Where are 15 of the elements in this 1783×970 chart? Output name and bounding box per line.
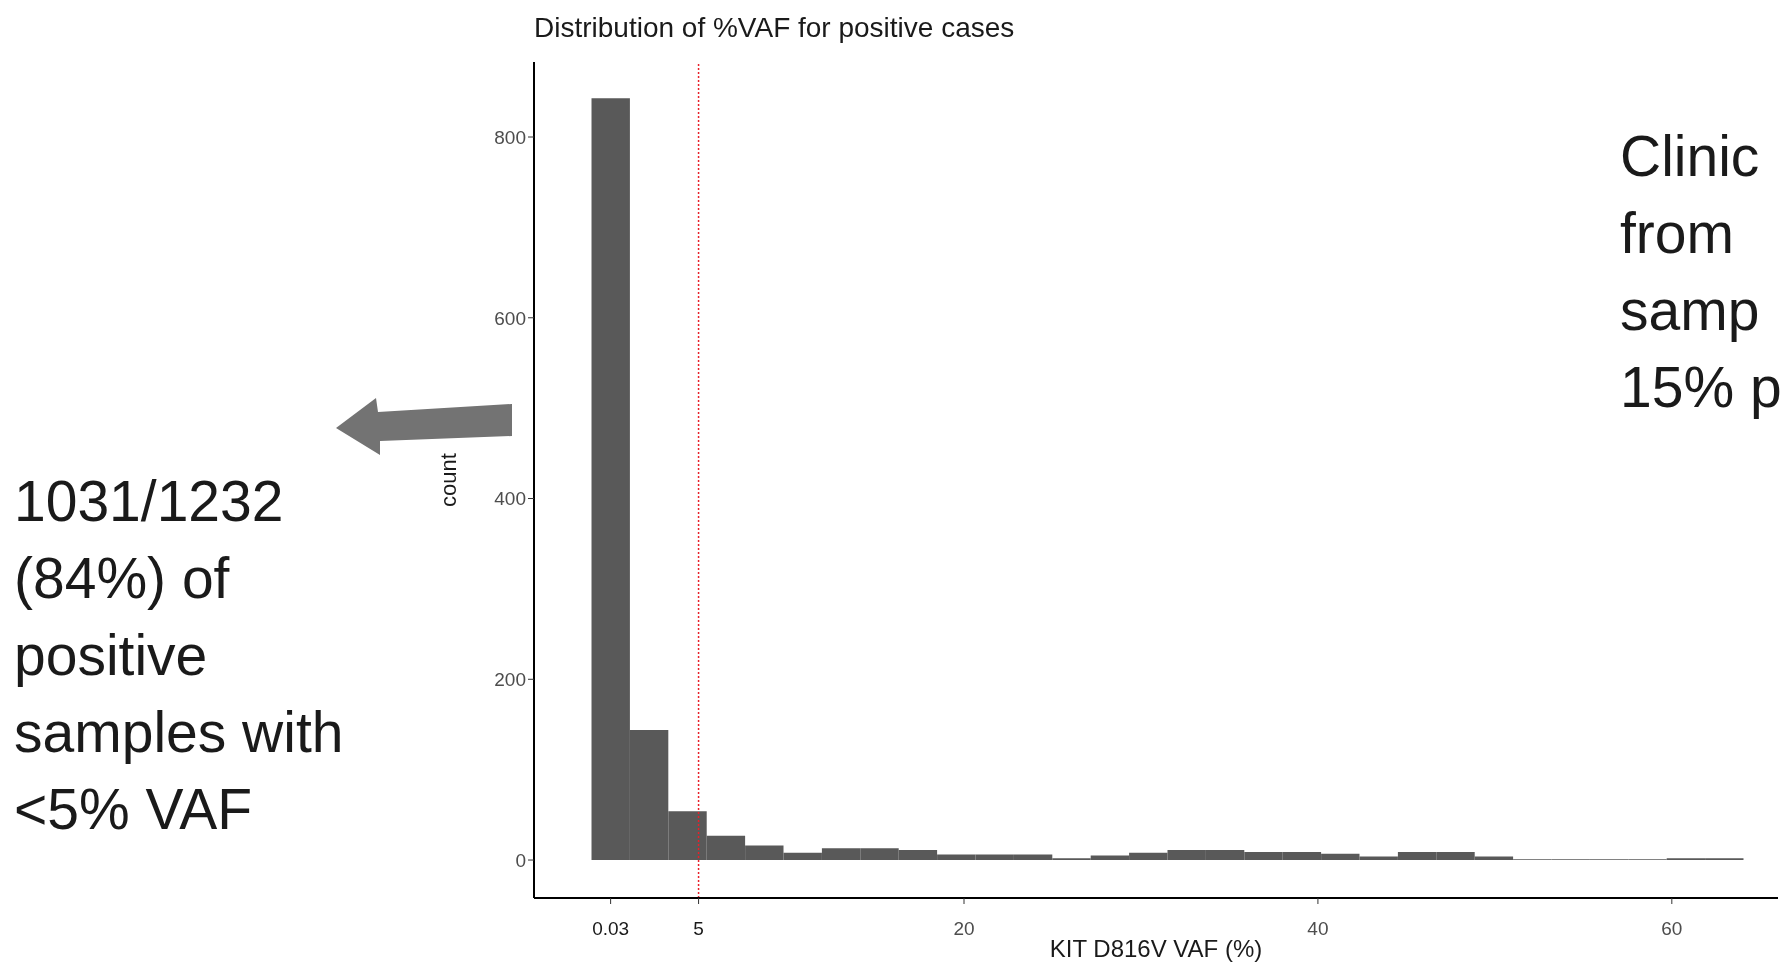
x-tick-label: 5 [693, 917, 704, 939]
y-tick-label: 200 [494, 669, 526, 691]
y-tick-label: 0 [515, 849, 526, 871]
y-tick-label: 600 [494, 307, 526, 329]
y-axis-title: count [435, 453, 461, 507]
text: 1031/1232 (84%) of positive samples with <5% VAF [14, 468, 345, 843]
y-tick-label: 800 [494, 126, 526, 148]
y-tick-label: 400 [494, 488, 526, 510]
x-tick-label: 60 [1661, 917, 1683, 939]
annotation: Clinic from samp 15% p [1620, 123, 1783, 421]
x-tick-label: 20 [953, 917, 975, 939]
x-axis-title: KIT D816V VAF (%) [1049, 935, 1263, 962]
chart-title: Distribution of %VAF for positive cases [534, 12, 1015, 44]
x-tick-label: 0.03 [592, 917, 630, 939]
x-tick-label: 40 [1307, 917, 1329, 939]
